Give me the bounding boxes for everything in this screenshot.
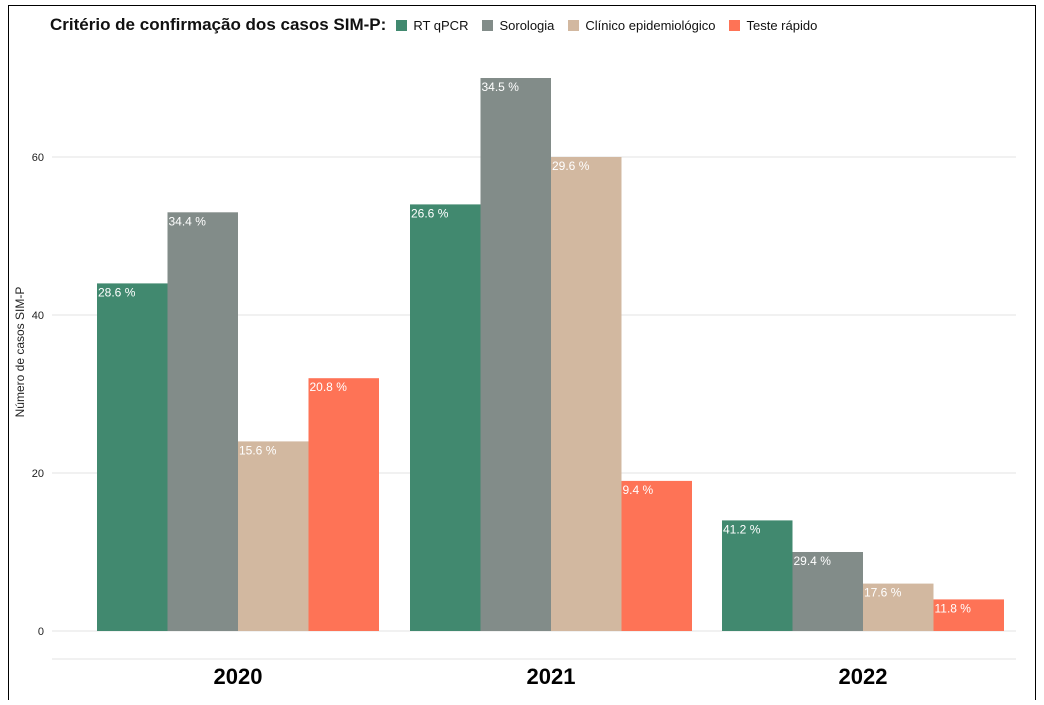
bar-sorologia-2020: [167, 212, 238, 632]
bar-sorologia-2021: [480, 78, 551, 631]
bar-rt-qpcr-2021: [410, 204, 481, 631]
chart-title: Critério de confirmação dos casos SIM-P:: [50, 15, 387, 34]
bar-label-sorologia-2021: 34.5 %: [482, 80, 520, 94]
x-category-label-2021: 2021: [527, 664, 576, 689]
bar-clinico-2020: [238, 441, 309, 631]
legend: RT qPCR Sorologia Clínico epidemiológico…: [396, 18, 831, 33]
y-axis-ticks: 0 20 40 60: [32, 152, 44, 638]
bar-label-sorologia-2020: 34.4 %: [169, 214, 207, 228]
bar-label-clinico-2020: 15.6 %: [239, 443, 277, 457]
legend-label-rt-qpcr: RT qPCR: [413, 17, 469, 33]
x-category-label-2020: 2020: [214, 664, 263, 689]
legend-swatch-sorologia: [482, 19, 494, 31]
bar-label-rt-qpcr-2021: 26.6 %: [411, 206, 449, 220]
bar-label-teste-rapido-2020: 20.8 %: [310, 380, 348, 394]
bar-teste-rapido-2020: [308, 378, 379, 631]
y-tick-label-0: 0: [38, 626, 44, 638]
y-tick-label-60: 60: [32, 152, 44, 164]
bar-sorologia-2022: [792, 552, 863, 631]
bar-label-clinico-2021: 29.6 %: [552, 159, 590, 173]
legend-swatch-rt-qpcr: [396, 19, 408, 31]
legend-item-teste-rapido: Teste rápido: [729, 18, 817, 33]
bar-label-teste-rapido-2021: 9.4 %: [623, 483, 654, 497]
bar-label-sorologia-2022: 29.4 %: [794, 554, 832, 568]
bar-labels: 28.6 % 34.4 % 15.6 % 20.8 % 26.6 % 34.5 % 29.6…: [98, 80, 971, 615]
bar-teste-rapido-2021: [621, 480, 692, 631]
legend-item-sorologia: Sorologia: [482, 18, 554, 33]
x-axis-categories: 2020 2021 2022: [214, 664, 888, 689]
bar-rt-qpcr-2020: [97, 283, 168, 631]
legend-label-sorologia: Sorologia: [499, 17, 555, 33]
y-tick-label-40: 40: [32, 310, 44, 322]
legend-item-clinico: Clínico epidemiológico: [568, 18, 715, 33]
bar-label-rt-qpcr-2022: 41.2 %: [723, 522, 761, 536]
y-tick-label-20: 20: [32, 468, 44, 480]
y-axis-label: Número de casos SIM-P: [13, 287, 27, 418]
legend-label-teste-rapido: Teste rápido: [746, 17, 818, 33]
bars: [97, 78, 1004, 632]
legend-swatch-teste-rapido: [729, 19, 741, 31]
bar-rt-qpcr-2022: [722, 520, 793, 631]
legend-item-rt-qpcr: RT qPCR: [396, 18, 468, 33]
bar-clinico-2022: [863, 583, 934, 631]
bar-label-clinico-2022: 17.6 %: [864, 586, 902, 600]
bar-label-rt-qpcr-2020: 28.6 %: [98, 285, 136, 299]
bar-label-teste-rapido-2022: 11.8 %: [935, 601, 972, 615]
legend-swatch-clinico: [568, 19, 580, 31]
chart-header: Critério de confirmação dos casos SIM-P:…: [50, 14, 831, 36]
x-category-label-2022: 2022: [839, 664, 888, 689]
bar-clinico-2021: [551, 157, 622, 631]
legend-label-clinico: Clínico epidemiológico: [585, 17, 716, 33]
bar-teste-rapido-2022: [933, 599, 1004, 631]
